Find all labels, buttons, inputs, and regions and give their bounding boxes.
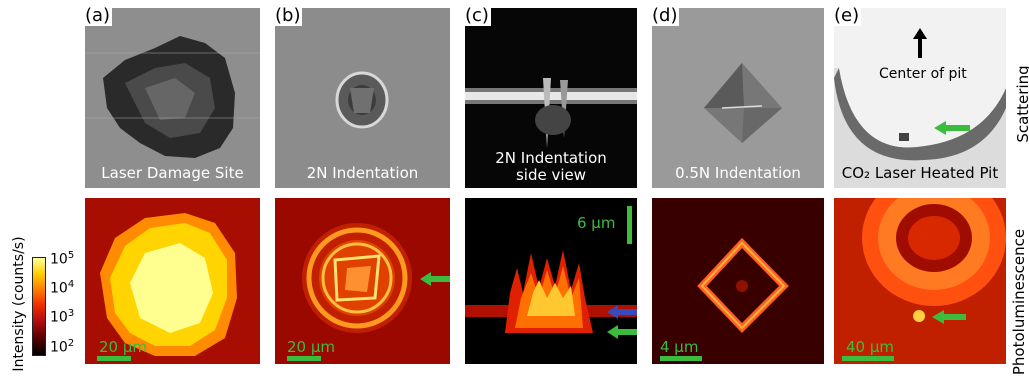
row-label-photoluminescence: Photoluminescence	[1010, 228, 1028, 376]
caption-laser-damage-site: Laser Damage Site	[101, 164, 244, 182]
panel-d-scattering: 0.5N Indentation	[652, 8, 824, 188]
indentation-05n-scatter-image	[652, 8, 824, 188]
annotation-center-of-pit: Center of pit	[879, 66, 967, 82]
caption-side-line-1: 2N Indentation	[495, 149, 607, 167]
panel-c-scattering: 2N Indentation side view	[465, 8, 637, 188]
panel-label-a: (a)	[83, 5, 113, 26]
indentation-side-view-pl-image	[465, 198, 637, 364]
panel-c-photoluminescence: 6 μm	[465, 198, 637, 364]
colorbar-tick-1e2: 102	[50, 338, 75, 356]
up-arrow-icon	[913, 28, 927, 62]
scale-bar-a-label: 20 μm	[99, 338, 148, 356]
scale-bar-a: 20 μm	[97, 338, 177, 364]
green-arrow-icon	[934, 120, 970, 139]
indentation-05n-pl-image	[652, 198, 824, 364]
panel-e-photoluminescence: 40 μm	[834, 198, 1006, 364]
co2-laser-pit-scatter-image	[834, 8, 1006, 188]
colorbar-tick-1e4: 104	[50, 279, 75, 297]
panel-a-photoluminescence: 20 μm	[85, 198, 260, 364]
scale-bar-b-bar	[287, 356, 321, 361]
scale-bar-e: 40 μm	[842, 338, 922, 364]
panel-label-c: (c)	[463, 5, 491, 26]
scale-bar-d-bar	[660, 356, 702, 361]
scale-bar-e-bar	[842, 356, 894, 361]
scale-bar-c-label: 6 μm	[577, 214, 616, 232]
co2-laser-pit-pl-image	[834, 198, 1006, 364]
scale-bar-c: 6 μm	[563, 206, 633, 252]
blue-arrow-icon	[607, 304, 637, 323]
caption-2n-indentation-side-view: 2N Indentation side view	[465, 150, 637, 184]
panel-a-scattering: Laser Damage Site	[85, 8, 260, 188]
caption-05n-indentation: 0.5N Indentation	[675, 164, 801, 182]
scale-bar-b: 20 μm	[287, 338, 367, 364]
laser-damage-scatter-image	[85, 8, 260, 188]
laser-damage-pl-image	[85, 198, 260, 364]
indentation-2n-side-view-image	[465, 8, 637, 188]
panel-label-d: (d)	[650, 5, 680, 26]
colorbar-tick-1e5: 105	[50, 250, 75, 268]
panel-label-b: (b)	[273, 5, 303, 26]
scale-bar-b-label: 20 μm	[287, 338, 336, 356]
indentation-2n-pl-image	[275, 198, 450, 364]
panel-label-e: (e)	[832, 5, 862, 26]
row-label-scattering: Scattering	[1014, 65, 1029, 143]
colorbar-label: Intensity (counts/s)	[11, 236, 27, 372]
green-arrow-icon	[932, 309, 966, 328]
colorbar-tick-1e3: 103	[50, 308, 75, 326]
colorbar	[32, 257, 46, 356]
caption-side-line-2: side view	[515, 166, 587, 184]
panel-d-photoluminescence: 4 μm	[652, 198, 824, 364]
panel-b-scattering: 2N Indentation	[275, 8, 450, 188]
scale-bar-a-bar	[97, 356, 131, 361]
caption-2n-indentation: 2N Indentation	[306, 164, 419, 182]
green-arrow-icon	[607, 324, 637, 343]
scale-bar-e-label: 40 μm	[846, 338, 895, 356]
green-arrow-icon	[420, 271, 450, 290]
panel-b-photoluminescence: 20 μm	[275, 198, 450, 364]
scale-bar-d-label: 4 μm	[660, 338, 699, 356]
caption-co2-laser-heated-pit: CO₂ Laser Heated Pit	[841, 164, 999, 182]
scale-bar-d: 4 μm	[660, 338, 740, 364]
indentation-2n-scatter-image	[275, 8, 450, 188]
scale-bar-c-bar	[627, 206, 632, 244]
panel-e-scattering: Center of pit CO₂ Laser Heated Pit	[834, 8, 1006, 188]
